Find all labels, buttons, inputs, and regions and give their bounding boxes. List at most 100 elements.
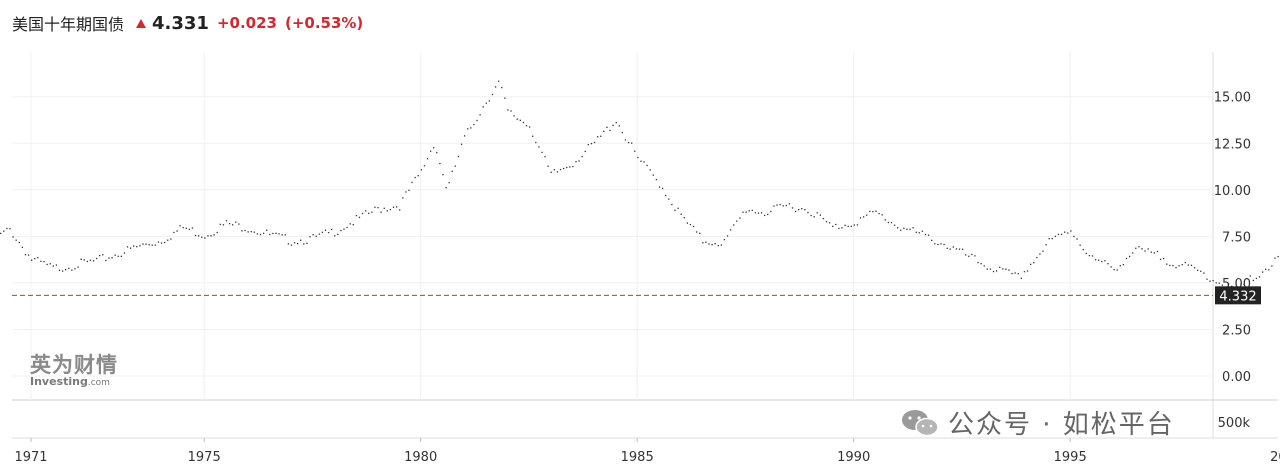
- price-change-percent: (+0.53%): [284, 14, 364, 32]
- price-point: [553, 169, 555, 171]
- price-point: [764, 214, 766, 217]
- price-point: [120, 255, 122, 257]
- price-point: [736, 220, 738, 222]
- price-point: [1187, 264, 1190, 266]
- price-point: [49, 263, 51, 265]
- price-point: [677, 207, 679, 209]
- price-point: [498, 80, 500, 82]
- price-point: [411, 181, 413, 184]
- price-point: [1268, 269, 1270, 271]
- price-point: [346, 226, 348, 229]
- price-point: [612, 124, 614, 127]
- price-point: [1104, 260, 1106, 262]
- price-point: [1045, 244, 1047, 246]
- price-point: [114, 254, 116, 256]
- price-point: [1252, 279, 1254, 282]
- price-point: [1085, 252, 1087, 255]
- price-point: [1261, 271, 1264, 273]
- price-point: [380, 211, 382, 213]
- price-point: [609, 129, 611, 132]
- price-point: [31, 259, 33, 261]
- price-point: [587, 144, 590, 146]
- price-point: [547, 165, 549, 167]
- price-point: [467, 128, 469, 130]
- price-point: [900, 229, 902, 231]
- volume-tick-label: 500k: [1218, 416, 1251, 431]
- price-point: [816, 212, 818, 214]
- watermark-en-main: Investing: [30, 375, 88, 388]
- x-tick-label: 2000: [1270, 450, 1280, 465]
- price-point: [408, 189, 410, 191]
- price-point: [538, 146, 540, 148]
- price-point: [906, 228, 908, 230]
- price-point: [1258, 276, 1261, 278]
- price-point: [513, 115, 515, 117]
- price-point: [1110, 266, 1112, 268]
- price-point: [185, 227, 187, 229]
- price-point: [436, 151, 438, 154]
- y-tick-label: 10.00: [1214, 184, 1251, 199]
- price-point: [841, 227, 843, 229]
- price-point: [318, 233, 320, 235]
- price-point: [123, 252, 126, 254]
- price-point: [491, 93, 494, 96]
- price-point: [655, 178, 658, 181]
- price-point: [584, 150, 586, 153]
- price-point: [1070, 230, 1072, 232]
- price-point: [451, 170, 453, 172]
- price-point: [940, 243, 942, 245]
- price-point: [952, 246, 954, 248]
- price-point: [958, 248, 961, 250]
- price-point: [501, 86, 503, 89]
- price-point: [671, 203, 673, 206]
- price-point: [1206, 278, 1208, 280]
- price-point: [767, 213, 769, 216]
- price-point: [788, 203, 791, 205]
- price-point: [1057, 233, 1060, 236]
- price-point: [402, 197, 404, 199]
- price-point: [65, 268, 67, 271]
- price-point: [99, 254, 101, 257]
- price-point: [680, 213, 682, 215]
- price-point: [510, 110, 512, 112]
- price-point: [717, 244, 719, 247]
- price-point: [454, 165, 457, 167]
- price-point: [102, 254, 104, 256]
- price-point: [578, 160, 580, 162]
- price-point: [1048, 238, 1050, 240]
- price-point: [881, 214, 883, 216]
- price-point: [259, 233, 262, 236]
- price-point: [581, 155, 583, 158]
- price-point: [253, 231, 255, 233]
- price-point: [757, 212, 760, 214]
- price-point: [163, 241, 166, 244]
- price-point: [674, 209, 676, 211]
- price-point: [21, 246, 24, 249]
- price-point: [640, 160, 642, 162]
- price-point: [1011, 272, 1013, 275]
- wechat-account-text: 公众号 · 如松平台: [948, 410, 1175, 440]
- price-point: [1150, 251, 1152, 253]
- price-point: [832, 225, 834, 228]
- price-point: [52, 265, 54, 267]
- price-point: [572, 165, 574, 168]
- price-point: [18, 241, 20, 244]
- price-point: [782, 205, 784, 207]
- price-point: [695, 231, 698, 233]
- price-point: [293, 242, 296, 244]
- price-point: [160, 242, 163, 244]
- price-point: [637, 156, 639, 159]
- price-point: [1200, 270, 1202, 272]
- chart-header: 美国十年期国债 4.331 +0.023 (+0.53%): [12, 8, 363, 38]
- price-point: [754, 212, 757, 214]
- price-point: [921, 230, 924, 232]
- price-point: [726, 235, 729, 237]
- price-point: [37, 257, 39, 259]
- price-point: [708, 243, 710, 245]
- x-tick-label: 1990: [837, 450, 870, 465]
- price-point: [791, 207, 794, 209]
- price-point: [414, 176, 416, 179]
- price-point: [485, 102, 487, 104]
- price-point: [1054, 235, 1057, 238]
